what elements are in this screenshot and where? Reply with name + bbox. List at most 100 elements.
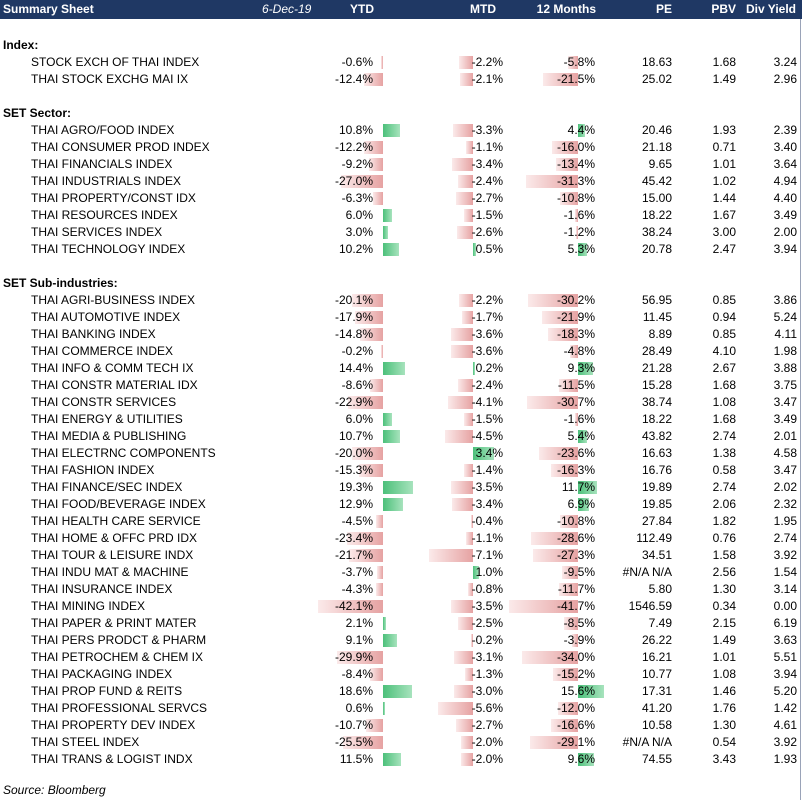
- pbv-value: 1.01: [712, 650, 736, 664]
- mtd-value: -4.5%: [471, 429, 503, 443]
- dy-value: 2.01: [773, 429, 797, 443]
- section-heading-row: Index:: [0, 37, 802, 54]
- m12-bar: [552, 668, 578, 681]
- index-name: THAI INFO & COMM TECH IX: [31, 361, 194, 375]
- mtd-value: -2.6%: [471, 225, 503, 239]
- ytd-value: -22.9%: [334, 395, 373, 409]
- mtd-value: 0.5%: [475, 242, 503, 256]
- ytd-bar: [317, 600, 383, 613]
- m12-bar: [555, 158, 578, 171]
- ytd-value: 11.5%: [339, 752, 373, 766]
- mtd-bar: [468, 583, 473, 596]
- mtd-bar: [459, 73, 473, 86]
- index-name: THAI PROP FUND & REITS: [31, 684, 183, 698]
- mtd-value: 0.2%: [475, 361, 503, 375]
- pbv-value: 0.94: [712, 310, 736, 324]
- dy-value: 3.88: [773, 361, 797, 375]
- ytd-bar: [383, 685, 412, 698]
- ytd-bar: [383, 209, 393, 222]
- index-name: THAI BANKING INDEX: [31, 327, 156, 341]
- ytd-value: 12.9%: [338, 497, 373, 511]
- index-name: THAI SERVICES INDEX: [31, 225, 163, 239]
- m12-value: -15.2%: [556, 667, 595, 681]
- pbv-value: 1.01: [712, 157, 736, 171]
- col-header-div-yield: Div Yield: [745, 2, 796, 16]
- mtd-bar: [452, 124, 473, 137]
- ytd-bar: [383, 430, 400, 443]
- m12-value: -16.6%: [556, 718, 595, 732]
- m12-value: 6.9%: [567, 497, 595, 511]
- mtd-bar: [451, 481, 473, 494]
- pbv-value: 2.74: [712, 429, 736, 443]
- m12-bar: [578, 685, 604, 698]
- mtd-bar: [460, 736, 473, 749]
- mtd-value: -1.7%: [471, 310, 503, 324]
- pbv-value: 1.30: [712, 582, 736, 596]
- pe-value: 41.20: [641, 701, 672, 715]
- dy-value: 3.14: [773, 582, 797, 596]
- m12-value: 15.6%: [560, 684, 595, 698]
- pe-value: 10.58: [641, 718, 672, 732]
- ytd-bar: [369, 668, 383, 681]
- table-row: THAI MINING INDEX -42.1% -3.5% -41.7% 1546.5…: [0, 598, 802, 615]
- ytd-bar: [351, 294, 383, 307]
- ytd-bar: [364, 141, 383, 154]
- ytd-bar: [381, 345, 383, 358]
- m12-value: -1.6%: [563, 412, 595, 426]
- table-row: THAI CONSTR MATERIAL IDX -8.6% -2.4% -11.5%…: [0, 377, 802, 394]
- mtd-bar: [464, 464, 473, 477]
- ytd-value: 19.3%: [338, 480, 373, 494]
- pbv-value: 0.54: [712, 735, 736, 749]
- index-name: THAI MEDIA & PUBLISHING: [31, 429, 187, 443]
- table-row: THAI INFO & COMM TECH IX 14.4% 0.2% 9.3% 21.…: [0, 360, 802, 377]
- ytd-value: 10.7%: [338, 429, 373, 443]
- m12-value: -28.6%: [556, 531, 595, 545]
- m12-value: -10.8%: [556, 191, 595, 205]
- m12-value: -3.9%: [563, 633, 595, 647]
- mtd-bar: [456, 719, 473, 732]
- col-header-pe: PE: [655, 2, 672, 16]
- index-name: THAI FINANCE/SEC INDEX: [31, 480, 183, 494]
- ytd-bar: [366, 719, 383, 732]
- dy-value: 4.40: [773, 191, 797, 205]
- table-row: THAI COMMERCE INDEX -0.2% -3.6% -4.8% 28.49 4…: [0, 343, 802, 360]
- index-name: THAI RESOURCES INDEX: [31, 208, 178, 222]
- pe-value: 34.51: [641, 548, 672, 562]
- pbv-value: 2.67: [712, 361, 736, 375]
- m12-value: -21.5%: [556, 72, 595, 86]
- dy-value: 3.75: [773, 378, 797, 392]
- pbv-value: 2.15: [712, 616, 736, 630]
- ytd-bar: [369, 379, 383, 392]
- col-header-mtd: MTD: [470, 2, 496, 16]
- mtd-value: -1.1%: [471, 531, 503, 545]
- pe-value: 16.21: [641, 650, 672, 664]
- table-row: THAI INDUSTRIALS INDEX -27.0% -2.4% -31.3% 4…: [0, 173, 802, 190]
- ytd-bar: [349, 549, 383, 562]
- ytd-value: -10.7%: [334, 718, 373, 732]
- ytd-bar: [363, 73, 383, 86]
- pbv-value: 2.47: [712, 242, 736, 256]
- pbv-value: 2.56: [712, 565, 736, 579]
- mtd-value: -2.0%: [471, 752, 503, 766]
- dy-value: 5.20: [773, 684, 797, 698]
- pbv-value: 0.76: [712, 531, 736, 545]
- ytd-bar: [383, 617, 387, 630]
- pe-value: 45.42: [641, 174, 672, 188]
- ytd-value: -0.6%: [341, 55, 373, 69]
- m12-bar: [578, 124, 586, 137]
- mtd-bar: [451, 158, 473, 171]
- table-row: STOCK EXCH OF THAI INDEX -0.6% -2.2% -5.8% 1…: [0, 54, 802, 71]
- dy-value: 3.49: [773, 412, 797, 426]
- index-name: THAI ELECTRNC COMPONENTS: [31, 446, 216, 460]
- m12-bar: [527, 396, 578, 409]
- index-name: THAI INDU MAT & MACHINE: [31, 565, 189, 579]
- mtd-bar: [473, 243, 477, 256]
- pe-value: 19.85: [641, 497, 672, 511]
- ytd-value: -42.1%: [334, 599, 373, 613]
- ytd-bar: [355, 311, 383, 324]
- section-title: Index:: [3, 38, 39, 52]
- m12-value: -4.8%: [563, 344, 595, 358]
- m12-bar: [528, 294, 578, 307]
- table-row: THAI SERVICES INDEX 3.0% -2.6% -1.2% 38.24 3.…: [0, 224, 802, 241]
